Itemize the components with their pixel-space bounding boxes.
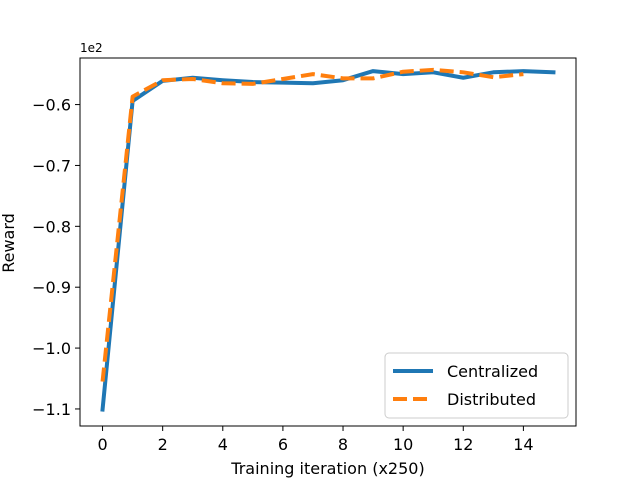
plot-frame [79, 57, 577, 427]
legend-label-distributed: Distributed [447, 390, 536, 409]
y-tick-label: −1.1 [32, 400, 71, 419]
y-axis: −1.1 −1.0 −0.9 −0.8 −0.7 −0.6 [32, 96, 80, 419]
x-tick-label: 6 [278, 435, 288, 454]
x-tick-label: 14 [513, 435, 533, 454]
legend: Centralized Distributed [384, 352, 569, 419]
series-line-centralized [100, 69, 556, 412]
x-tick-label: 8 [338, 435, 348, 454]
x-axis-label: Training iteration (x250) [230, 459, 424, 478]
y-offset-label: 1e2 [80, 41, 103, 55]
y-tick-label: −0.7 [32, 156, 71, 175]
series-layer [100, 67, 556, 412]
y-tick-label: −0.9 [32, 278, 71, 297]
x-tick-label: 0 [97, 435, 107, 454]
x-tick-label: 2 [158, 435, 168, 454]
x-tick-label: 10 [393, 435, 413, 454]
y-tick-label: −1.0 [32, 339, 71, 358]
y-axis-label: Reward [0, 213, 18, 273]
legend-label-centralized: Centralized [447, 362, 538, 381]
y-tick-label: −0.8 [32, 217, 71, 236]
x-axis: 0 2 4 6 8 10 12 14 [97, 426, 534, 454]
x-tick-label: 4 [218, 435, 228, 454]
series-line-distributed [100, 67, 524, 382]
y-tick-label: −0.6 [32, 96, 71, 115]
x-tick-label: 12 [453, 435, 473, 454]
